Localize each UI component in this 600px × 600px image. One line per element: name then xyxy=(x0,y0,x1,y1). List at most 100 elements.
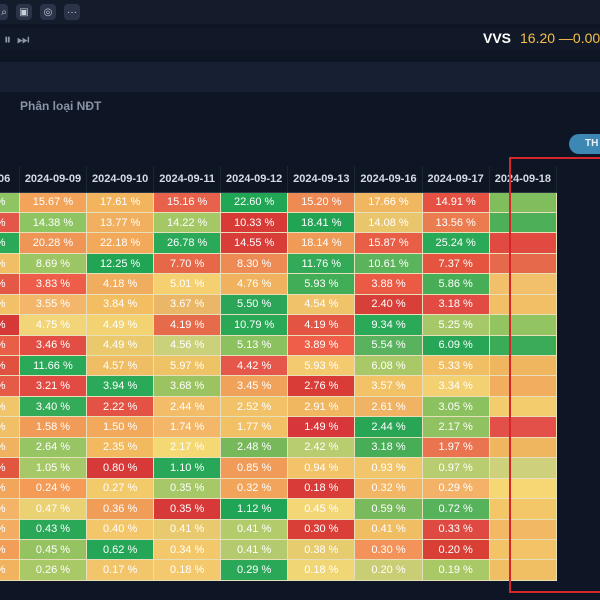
table-cell: 4.75 % xyxy=(18,314,88,336)
table-cell: 1.00 % xyxy=(0,395,20,418)
target-icon[interactable]: ◎ xyxy=(40,4,56,20)
table-row: 7.81 %11.66 %4.57 %5.97 %4.42 %5.93 %6.0… xyxy=(0,354,558,377)
table-cell xyxy=(488,191,558,213)
table-cell: 5.13 % xyxy=(220,334,289,357)
table-cell: 0.38 % xyxy=(287,538,356,561)
table-cell: 0.32 % xyxy=(354,477,423,500)
table-cell: 2.48 % xyxy=(220,436,289,459)
table-cell xyxy=(488,252,558,275)
table-cell: 0.41 % xyxy=(153,518,222,540)
table-cell xyxy=(488,498,558,520)
table-cell: 3.18 % xyxy=(354,436,423,459)
column-header[interactable]: 2024-09-09 xyxy=(19,166,88,193)
column-header[interactable]: 2024-09-18 xyxy=(489,166,558,193)
table-cell: 15.20 % xyxy=(287,191,356,213)
table-cell: 0.18 % xyxy=(287,559,356,581)
table-cell: 3.67 % xyxy=(153,293,222,316)
table-cell: 0.85 % xyxy=(220,457,289,479)
table-row: 1.79 %4.75 %4.49 %4.19 %10.79 %4.19 %9.3… xyxy=(0,314,558,336)
column-header[interactable]: 2024-09-11 xyxy=(153,166,222,193)
playback-controls[interactable]: ⏸ ⏭ xyxy=(4,30,31,47)
table-cell: 10.79 % xyxy=(220,314,289,336)
table-cell: 3.21 % xyxy=(18,375,88,397)
table-cell: 0.39 % xyxy=(0,538,20,561)
table-cell: 4.02 % xyxy=(0,211,20,234)
table-cell: 0.27 % xyxy=(86,477,155,500)
table-cell: 3.40 % xyxy=(18,395,88,418)
table-cell: 0.30 % xyxy=(287,518,356,540)
table-cell: 1.12 % xyxy=(220,498,289,520)
column-header[interactable]: 2024-09-10 xyxy=(86,166,155,193)
table-cell: 0.26 % xyxy=(18,559,88,581)
table-cell: 1.49 % xyxy=(287,416,356,438)
table-header-row: 24-09-062024-09-092024-09-102024-09-1120… xyxy=(0,166,558,193)
column-header[interactable]: 2024-09-13 xyxy=(287,166,356,193)
table-cell: 13.77 % xyxy=(86,211,155,234)
table-cell: 3.88 % xyxy=(354,273,423,295)
table-cell: 2.17 % xyxy=(421,416,490,438)
table-cell: 3.05 % xyxy=(421,395,490,418)
table-cell: 1.97 % xyxy=(421,436,490,459)
table-cell: 2.64 % xyxy=(18,436,88,459)
table-cell: 20.28 % xyxy=(18,232,88,254)
table-cell: 1.77 % xyxy=(220,416,289,438)
table-cell: 2.22 % xyxy=(86,395,155,418)
table-cell: 14.91 % xyxy=(421,191,490,213)
table-cell: 0.41 % xyxy=(220,538,289,561)
table-cell xyxy=(488,457,558,479)
table-cell: 12.25 % xyxy=(86,252,155,275)
ticker-bar: ⏸ ⏭ VVS 16.20 —0.00 xyxy=(0,28,600,50)
table-cell: 0.59 % xyxy=(354,498,423,520)
table-cell: 0.29 % xyxy=(421,477,490,500)
table-cell: 5.54 % xyxy=(354,334,423,357)
table-cell: 0.35 % xyxy=(153,498,222,520)
toggle-pill-button[interactable]: TH xyxy=(569,134,600,154)
table-cell xyxy=(488,334,558,357)
table-cell: 0.30 % xyxy=(354,538,423,561)
ticker-symbol: VVS xyxy=(483,30,512,46)
table-cell: 10.33 % xyxy=(220,211,289,234)
table-row: 2.95 %2.64 %2.35 %2.17 %2.48 %2.42 %3.18… xyxy=(0,436,558,459)
table-cell: 13.56 % xyxy=(421,211,490,234)
table-cell: 0.66 % xyxy=(0,232,20,254)
table-cell: 15.16 % xyxy=(153,191,222,213)
column-header[interactable]: 2024-09-17 xyxy=(422,166,490,193)
table-cell: 4.57 % xyxy=(86,354,155,377)
gift-icon[interactable]: ▣ xyxy=(16,4,32,20)
column-header[interactable]: 2024-09-12 xyxy=(220,166,289,193)
table-cell: 3.89 % xyxy=(287,334,356,357)
table-cell: 8.69 % xyxy=(18,252,88,275)
table-cell: 3.68 % xyxy=(153,375,222,397)
column-header[interactable]: 2024-09-16 xyxy=(354,166,423,193)
table-cell: 4.76 % xyxy=(220,273,289,295)
table-cell: 3.57 % xyxy=(354,375,423,397)
table-row: 0.66 %20.28 %22.18 %26.78 %14.55 %18.14 … xyxy=(0,232,558,254)
table-cell: 15.87 % xyxy=(354,232,423,254)
table-cell: 3.84 % xyxy=(86,293,155,316)
table-cell: 5.93 % xyxy=(287,354,356,377)
more-icon[interactable]: ··· xyxy=(64,4,80,20)
search-icon[interactable]: ⌕ xyxy=(0,4,8,20)
table-cell: 1.79 % xyxy=(0,314,20,336)
table-cell: 1.50 % xyxy=(86,416,155,438)
table-cell xyxy=(488,293,558,316)
table-cell: 3.09 % xyxy=(0,375,20,397)
table-cell xyxy=(488,211,558,234)
table-row: 3.34 %1.58 %1.50 %1.74 %1.77 %1.49 %2.44… xyxy=(0,416,558,438)
table-cell: 0.20 % xyxy=(354,559,423,581)
table-row: 3.09 %3.21 %3.94 %3.68 %3.45 %2.76 %3.57… xyxy=(0,375,558,397)
table-cell: 0.94 % xyxy=(287,457,356,479)
table-cell: 3.18 % xyxy=(421,293,490,316)
table-cell: 0.62 % xyxy=(86,538,155,561)
column-header[interactable]: 24-09-06 xyxy=(0,166,20,193)
table-cell: 5.33 % xyxy=(421,354,490,377)
table-cell: 4.19 % xyxy=(287,314,356,336)
table-row: 0.57 %0.47 %0.36 %0.35 %1.12 %0.45 %0.59… xyxy=(0,498,558,520)
table-cell: 3.45 % xyxy=(220,375,289,397)
table-row: 5.87 %3.55 %3.84 %3.67 %5.50 %4.54 %2.40… xyxy=(0,293,558,316)
table-cell xyxy=(488,416,558,438)
heatmap-table-container: 24-09-062024-09-092024-09-102024-09-1120… xyxy=(0,166,600,600)
table-cell: 25.24 % xyxy=(421,232,490,254)
table-cell: 0.45 % xyxy=(18,538,88,561)
table-cell: 15.67 % xyxy=(18,191,88,213)
